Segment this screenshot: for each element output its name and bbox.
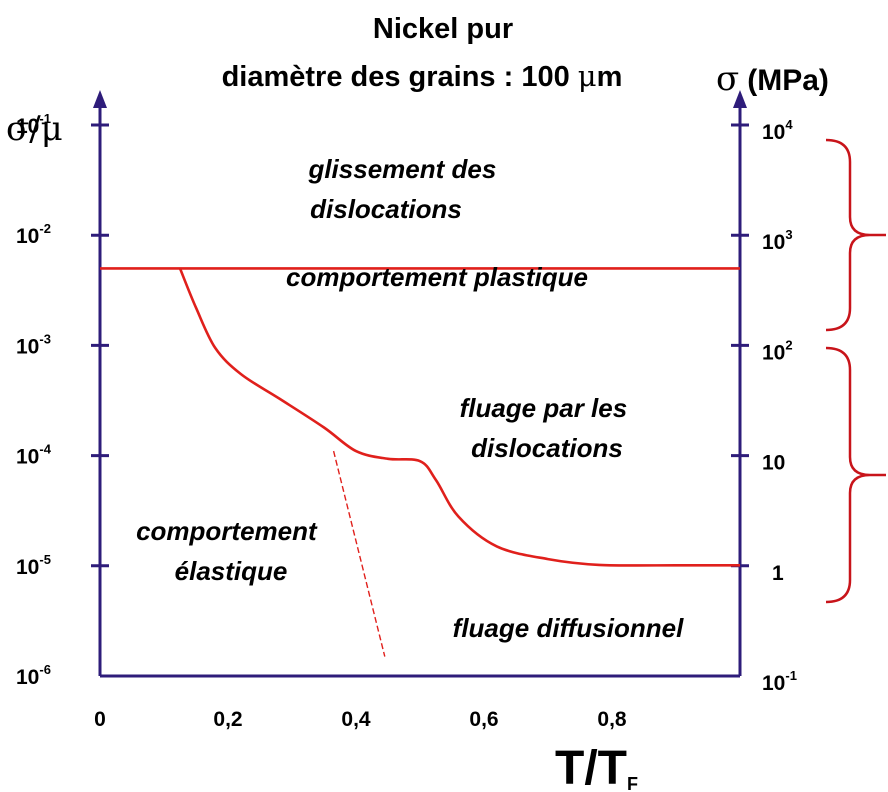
region-label-plastique: comportement plastique — [286, 262, 588, 292]
x-axis-label: T/TF — [555, 742, 638, 792]
y-left-axis-label: σ/μ — [6, 109, 63, 149]
axes — [91, 90, 749, 678]
y-left-axis-arrow — [93, 90, 107, 108]
y-right-tick-label: 103 — [762, 227, 793, 254]
region-label-fluage-diffusionnel: fluage diffusionnel — [453, 613, 684, 643]
chart-title-line2: diamètre des grains : 100 μm — [222, 59, 623, 93]
brackets — [825, 138, 886, 604]
region-label-elastique: comportement élastique — [136, 516, 324, 586]
y-right-axis-arrow — [733, 90, 747, 108]
x-tick-label: 0,4 — [341, 708, 371, 731]
y-right-axis-label: σ (MPa) — [716, 59, 829, 99]
bracket-upper — [825, 138, 871, 332]
y-right-tick-label: 10 — [762, 452, 785, 475]
x-tick-label: 0 — [94, 708, 106, 731]
x-tick-label: 0,2 — [213, 708, 242, 731]
y-left-tick-label: 10-1 — [16, 111, 51, 138]
y-right-tick-label: 1 — [772, 562, 784, 585]
series-layer — [100, 267, 741, 657]
chart-title-line1: Nickel pur — [373, 13, 513, 45]
y-left-tick-label: 10-5 — [16, 552, 51, 579]
x-tick-label: 0,6 — [469, 708, 498, 731]
region-label-fluage-dislocations: fluage par les dislocations — [460, 393, 635, 463]
creep-boundary-curve — [178, 267, 741, 567]
y-right-tick-label: 102 — [762, 337, 793, 364]
x-tick-label: 0,8 — [597, 708, 627, 731]
y-left-tick-label: 10-3 — [16, 331, 51, 358]
tick-labels: 10-110-210-310-410-510-610410310210110-1… — [16, 111, 797, 731]
y-left-tick-label: 10-6 — [16, 662, 51, 689]
y-left-tick-label: 10-2 — [16, 221, 51, 248]
region-label-glissement: glissement des dislocations — [307, 154, 503, 224]
y-right-tick-label: 10-1 — [762, 668, 797, 695]
y-right-tick-label: 104 — [762, 117, 793, 144]
bracket-lower — [825, 346, 871, 604]
y-left-tick-label: 10-4 — [16, 442, 52, 469]
elastic-diffusional-boundary-dashed — [332, 450, 386, 657]
